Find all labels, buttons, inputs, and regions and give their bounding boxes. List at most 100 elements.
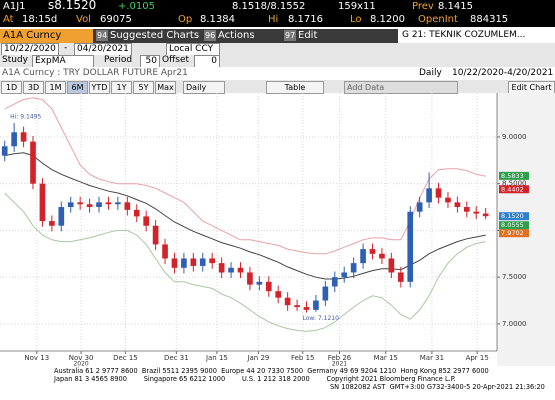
range-button[interactable]: 1M: [45, 81, 66, 94]
size: 159x11: [338, 1, 376, 12]
menu-label[interactable]: Edit: [298, 30, 318, 41]
footer-line: Australia 61 2 9777 8600 Brazil 5511 239…: [54, 367, 489, 375]
range-button[interactable]: Max: [155, 81, 176, 94]
x-tick-label: Jan 15: [205, 354, 228, 362]
table-button[interactable]: Table: [266, 81, 324, 94]
price-tag: [499, 221, 529, 230]
footer: Australia 61 2 9777 8600 Brazil 5511 239…: [0, 366, 555, 400]
candle-body: [388, 258, 395, 273]
candle-body: [445, 197, 451, 203]
candle-body: [96, 202, 102, 208]
candle-body: [20, 132, 27, 142]
low: 8.1200: [370, 14, 405, 25]
candle-body: [67, 202, 74, 208]
candle-body: [407, 211, 414, 282]
x-tick-label: Jan 29: [246, 354, 269, 362]
range-row: 10/22/2020 - 04/20/2021 Local CCY: [0, 43, 555, 56]
candle-body: [58, 207, 65, 226]
bid-ask: 8.1518/8.1552: [232, 1, 306, 12]
period-select[interactable]: Daily: [183, 81, 225, 94]
candle-body: [331, 277, 338, 287]
range-button[interactable]: 5Y: [133, 81, 154, 94]
candle-body: [482, 213, 489, 217]
year-label: 2020: [73, 361, 88, 367]
range-button[interactable]: 1Y: [111, 81, 132, 94]
study-label: Study: [2, 55, 28, 65]
candle-body: [171, 258, 178, 268]
menu-label[interactable]: Suggested Charts: [110, 30, 200, 41]
candle-body: [435, 188, 442, 198]
menu-number[interactable]: 96: [204, 30, 217, 41]
candle-body: [426, 188, 432, 203]
open-interest: 884315: [470, 14, 509, 25]
high: 8.1716: [288, 14, 323, 25]
candle-body: [360, 249, 366, 264]
time-label: At: [3, 14, 14, 25]
candle-body: [303, 307, 310, 310]
candle-body: [256, 281, 263, 285]
add-data[interactable]: Add Data: [344, 81, 458, 94]
candle-body: [181, 258, 187, 268]
year-label: 2021: [332, 361, 347, 367]
study-row: Study ExpMA Period 50 Offset 0: [0, 55, 555, 68]
candle-body: [49, 221, 55, 226]
menu-number[interactable]: 97: [284, 30, 297, 41]
candle-body: [115, 202, 121, 205]
last-price: s8.1520: [48, 0, 97, 12]
prev-label: Prev: [412, 1, 434, 12]
candle-body: [294, 305, 300, 308]
x-tick-label: Dec 15: [113, 354, 138, 362]
x-tick-label: Dec 31: [164, 354, 189, 362]
range-button[interactable]: YTD: [89, 81, 110, 94]
offset-label: Offset: [162, 55, 190, 65]
candle-body: [124, 202, 131, 210]
x-tick-label: Feb 15: [291, 354, 315, 362]
candle-body: [190, 258, 197, 266]
candle-body: [322, 286, 329, 301]
candle-body: [397, 272, 404, 282]
open-label: Op: [178, 14, 193, 25]
range-button[interactable]: 6M: [67, 81, 88, 94]
price-tag: [499, 229, 529, 238]
candle-body: [379, 253, 385, 259]
stats-row: At 18:15d Vol 69075 Op 8.1384 Hi 8.1716 …: [0, 13, 555, 27]
footer-line: SN 1082082 AST GMT+3:00 G732-3400-5 20-A…: [330, 383, 545, 391]
low-label: Lo: [350, 14, 362, 25]
price-tag-label: 8.1520: [501, 212, 524, 220]
range-separator: -: [64, 43, 68, 53]
study-line: [4, 152, 486, 280]
security-input[interactable]: A1A Curncy: [0, 29, 93, 43]
date-range: 10/22/2020-4/20/2021: [452, 68, 554, 78]
price-tag: [499, 185, 529, 194]
candle-body: [247, 272, 253, 285]
candle-body: [11, 132, 17, 147]
candle-body: [209, 258, 216, 264]
candle-body: [454, 202, 461, 208]
range-button[interactable]: 3D: [23, 81, 44, 94]
annotation: Hi: 9.1495: [10, 113, 41, 120]
candle-body: [350, 263, 357, 273]
quote-row: A1J1 s8.1520 +.0105 8.1518/8.1552 159x11…: [0, 0, 555, 13]
y-tick-label: 9.0000: [502, 133, 527, 141]
candle-body: [86, 204, 93, 208]
range-button[interactable]: 1D: [1, 81, 22, 94]
candle-body: [162, 244, 168, 259]
candle-body: [275, 291, 282, 298]
y-tick-label: 8.5000: [502, 180, 527, 188]
command-bar: A1A Curncy 94 Suggested Charts 96 Actions 97…: [0, 29, 555, 43]
change: +.0105: [118, 1, 156, 12]
annotation: Low: 7.1210: [302, 315, 339, 322]
period-label: Period: [104, 55, 133, 65]
candle-body: [228, 267, 234, 273]
price-tag-label: 8.5833: [501, 172, 524, 180]
menu-number[interactable]: 94: [96, 30, 109, 41]
candle-body: [133, 209, 140, 217]
frequency: Daily: [419, 68, 442, 78]
tab[interactable]: G 21: TEKNIK COZUMLEM...: [398, 29, 555, 43]
price-tag: [499, 212, 529, 221]
menu-label[interactable]: Actions: [218, 30, 255, 41]
x-tick-label: Mar 15: [374, 354, 398, 362]
candle-body: [218, 263, 225, 273]
chart-header: A1A Curncy : TRY DOLLAR FUTURE Apr21 Dai…: [0, 67, 555, 80]
chart-title: A1A Curncy : TRY DOLLAR FUTURE Apr21: [2, 68, 188, 78]
